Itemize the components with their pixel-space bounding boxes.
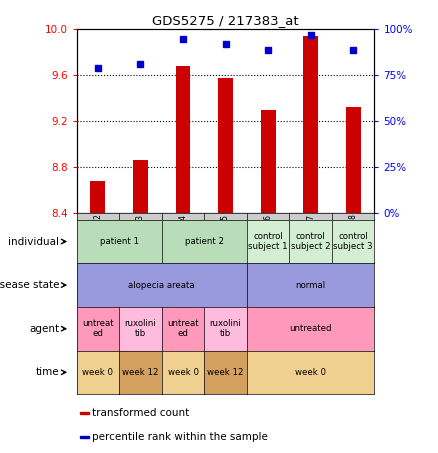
Text: GSM1414318: GSM1414318 (349, 213, 358, 265)
Text: untreat
ed: untreat ed (167, 319, 199, 338)
Bar (133, 160, 148, 213)
Text: transformed count: transformed count (92, 408, 189, 418)
Bar (80, 436, 88, 438)
Bar (80, 412, 88, 414)
Bar (261, 110, 276, 213)
Bar (218, 77, 233, 213)
Text: time: time (35, 367, 59, 377)
Text: GSM1414314: GSM1414314 (179, 213, 187, 265)
Text: week 12: week 12 (207, 368, 244, 377)
Bar (91, 181, 106, 213)
Text: GSM1414315: GSM1414315 (221, 213, 230, 265)
Text: GSM1414316: GSM1414316 (264, 213, 272, 265)
Bar (176, 66, 191, 213)
Text: individual: individual (8, 236, 59, 246)
Text: ruxolini
tib: ruxolini tib (210, 319, 241, 338)
Text: ruxolini
tib: ruxolini tib (124, 319, 156, 338)
Text: control
subject 2: control subject 2 (291, 232, 331, 251)
Text: patient 1: patient 1 (100, 237, 139, 246)
Text: untreat
ed: untreat ed (82, 319, 114, 338)
Text: week 0: week 0 (82, 368, 113, 377)
Bar (346, 107, 360, 213)
Text: patient 2: patient 2 (185, 237, 224, 246)
Bar (303, 36, 318, 213)
Text: agent: agent (29, 324, 59, 334)
Text: GSM1414317: GSM1414317 (306, 213, 315, 265)
Text: week 12: week 12 (122, 368, 159, 377)
Text: normal: normal (296, 280, 326, 289)
Text: control
subject 1: control subject 1 (248, 232, 288, 251)
Text: disease state: disease state (0, 280, 59, 290)
Title: GDS5275 / 217383_at: GDS5275 / 217383_at (152, 14, 299, 27)
Text: alopecia areata: alopecia areata (128, 280, 195, 289)
Text: GSM1414312: GSM1414312 (93, 213, 102, 265)
Text: control
subject 3: control subject 3 (333, 232, 373, 251)
Text: GSM1414313: GSM1414313 (136, 213, 145, 265)
Text: untreated: untreated (290, 324, 332, 333)
Text: week 0: week 0 (167, 368, 198, 377)
Text: week 0: week 0 (295, 368, 326, 377)
Text: percentile rank within the sample: percentile rank within the sample (92, 432, 268, 442)
